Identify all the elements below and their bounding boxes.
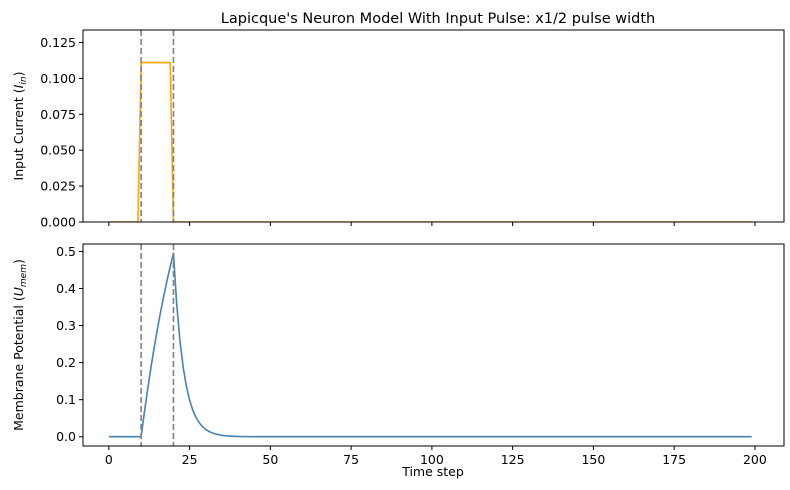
input-ytick-label: 0.100 <box>40 71 76 86</box>
membrane-ylabel-var: U <box>11 287 26 296</box>
input-series-line <box>108 61 752 222</box>
input-ytick-label: 0.125 <box>40 35 76 50</box>
xtick-label: 25 <box>182 452 198 467</box>
xtick-label: 175 <box>662 452 686 467</box>
membrane-ytick-label: 0.1 <box>56 392 76 407</box>
chart-title: Lapicque's Neuron Model With Input Pulse… <box>221 11 655 27</box>
xtick-label: 0 <box>105 452 113 467</box>
membrane-series-line <box>108 252 752 438</box>
input-ylabel-text: Input Current ( <box>11 88 26 180</box>
input-ylabel-var: I <box>11 84 26 88</box>
input-ytick-label: 0.075 <box>40 107 76 122</box>
membrane-ylabel-text: Membrane Potential ( <box>11 296 26 431</box>
xtick-label: 50 <box>262 452 278 467</box>
membrane-potential-panel: 0.0 0.1 0.2 0.3 0.4 0.5 0 25 50 75 100 125 150 175 200… <box>11 243 785 467</box>
membrane-ytick-label: 0.0 <box>56 429 76 444</box>
input-axes-frame <box>82 29 785 223</box>
membrane-y-axis-label: Membrane Potential (Umem) <box>11 259 29 431</box>
xtick-label: 150 <box>581 452 605 467</box>
input-ytick-label: 0.050 <box>40 143 76 158</box>
membrane-ytick-label: 0.5 <box>56 244 76 259</box>
xtick-label: 75 <box>343 452 359 467</box>
input-ylabel-end: ) <box>11 72 26 77</box>
membrane-ytick-label: 0.3 <box>56 318 76 333</box>
membrane-ytick-label: 0.4 <box>56 281 76 296</box>
input-ytick-label: 0.000 <box>40 215 76 230</box>
x-axis-label: Time step <box>401 464 464 479</box>
xtick-label: 100 <box>420 452 444 467</box>
membrane-axes-frame <box>82 243 785 447</box>
input-ylabel-sub: in <box>19 76 29 85</box>
xtick-label: 125 <box>501 452 525 467</box>
membrane-ylabel-end: ) <box>11 259 26 264</box>
xtick-label: 200 <box>743 452 767 467</box>
membrane-ytick-label: 0.2 <box>56 355 76 370</box>
input-ytick-label: 0.025 <box>40 179 76 194</box>
input-current-panel: 0.000 0.025 0.050 0.075 0.100 0.125 Input Curr… <box>11 29 785 230</box>
membrane-ylabel-sub: mem <box>19 264 29 287</box>
input-y-axis-label: Input Current (Iin) <box>11 72 29 181</box>
